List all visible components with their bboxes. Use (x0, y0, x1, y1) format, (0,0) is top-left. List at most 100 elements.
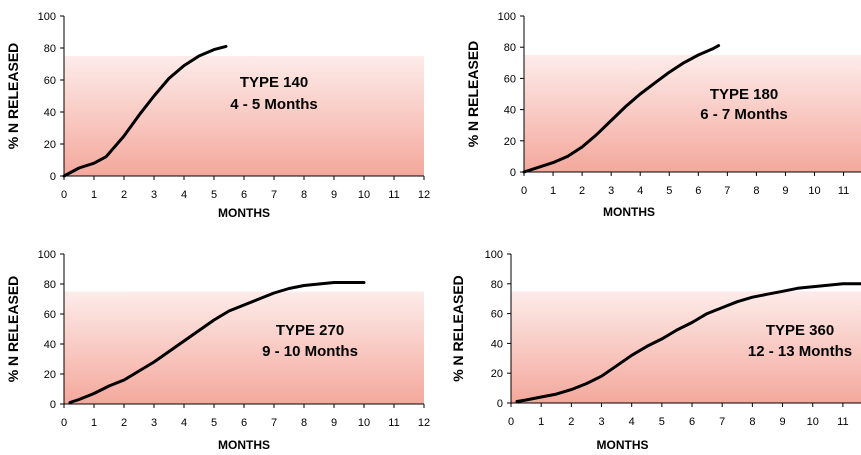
x-tick-label: 6 (689, 416, 695, 428)
y-tick-label: 0 (50, 171, 56, 183)
chart-svg: 0 20 40 60 80 100 0 1 2 3 4 5 6 7 8 9 10 11 MONTHS % N RELE… (450, 249, 861, 452)
x-axis-title: MONTHS (218, 206, 270, 220)
type-label: TYPE 140 (240, 74, 308, 91)
x-tick-label: 9 (331, 189, 337, 201)
x-tick-label: 12 (418, 189, 430, 201)
x-tick-label: 3 (598, 416, 604, 428)
x-tick-label: 4 (629, 416, 635, 428)
y-tick-label: 100 (38, 11, 56, 23)
x-tick-label: 11 (838, 185, 849, 197)
x-axis-title: MONTHS (603, 205, 655, 219)
plot-background-band (524, 55, 861, 172)
x-axis-title: MONTHS (597, 438, 649, 452)
x-tick-label: 10 (358, 417, 370, 429)
y-tick-label: 0 (510, 167, 516, 179)
x-tick-label: 11 (837, 416, 848, 428)
y-axis-title: % N RELEASED (465, 41, 481, 148)
x-tick-label: 1 (91, 417, 97, 429)
chart-panel-type-180: 0 20 40 60 80 100 0 1 2 3 4 5 6 7 8 9 10 11 MONTHS % N RELE… (430, 0, 861, 225)
y-tick-label: 100 (38, 249, 56, 261)
y-tick-label: 0 (497, 398, 503, 410)
x-tick-label: 1 (550, 185, 556, 197)
x-tick-label: 5 (659, 416, 665, 428)
chart-panel-type-360: 0 20 40 60 80 100 0 1 2 3 4 5 6 7 8 9 10 11 MONTHS % N RELE… (430, 228, 861, 455)
y-tick-label: 0 (50, 399, 56, 411)
x-tick-label: 2 (121, 417, 127, 429)
y-tick-label: 20 (44, 369, 56, 381)
y-tick-label: 60 (44, 309, 56, 321)
y-tick-label: 20 (44, 139, 56, 151)
plot-background-band (64, 291, 424, 404)
y-tick-label: 100 (498, 11, 516, 23)
x-tick-label: 0 (508, 416, 514, 428)
x-tick-label: 10 (807, 416, 819, 428)
y-tick-label: 40 (504, 105, 516, 117)
y-tick-label: 80 (44, 279, 56, 291)
y-tick-label: 60 (44, 75, 56, 87)
x-tick-label: 5 (211, 189, 217, 201)
x-tick-label: 0 (521, 185, 527, 197)
x-tick-label: 3 (608, 185, 614, 197)
x-tick-label: 11 (388, 189, 399, 201)
y-tick-label: 40 (44, 107, 56, 119)
x-tick-label: 8 (301, 189, 307, 201)
x-tick-label: 8 (301, 417, 307, 429)
x-tick-label: 7 (719, 416, 725, 428)
release-curve-line (68, 281, 366, 404)
x-tick-label: 5 (211, 417, 217, 429)
release-curve-line (62, 44, 228, 178)
x-tick-label: 10 (808, 185, 820, 197)
x-tick-label: 6 (695, 185, 701, 197)
x-tick-label: 11 (388, 417, 399, 429)
y-axis-title: % N RELEASED (5, 276, 21, 383)
x-tick-label: 5 (666, 185, 672, 197)
x-tick-label: 0 (61, 189, 67, 201)
x-tick-label: 6 (241, 189, 247, 201)
release-curve-line (522, 44, 721, 174)
x-tick-label: 7 (271, 189, 277, 201)
y-axis-title: % N RELEASED (5, 43, 21, 150)
duration-label: 4 - 5 Months (230, 96, 318, 113)
duration-label: 6 - 7 Months (700, 106, 788, 123)
type-label: TYPE 180 (710, 86, 778, 103)
chart-panel-type-140: 0 20 40 60 80 100 0 1 2 3 4 5 6 7 8 9 10 11 12 MONTHS% N RE… (0, 0, 430, 225)
y-tick-label: 60 (491, 309, 503, 321)
y-tick-label: 80 (504, 42, 516, 54)
y-tick-label: 100 (485, 249, 503, 261)
type-label: TYPE 360 (766, 322, 834, 339)
plot-background-band (64, 56, 424, 176)
plot-background-band (511, 291, 861, 403)
x-tick-label: 2 (568, 416, 574, 428)
x-tick-label: 2 (121, 189, 127, 201)
y-tick-label: 20 (491, 368, 503, 380)
x-tick-label: 9 (779, 416, 785, 428)
x-tick-label: 0 (61, 417, 67, 429)
x-tick-label: 4 (181, 189, 187, 201)
chart-panel-type-270: 0 20 40 60 80 100 0 1 2 3 4 5 6 7 8 9 10 11 12 MONTHS% N RE… (0, 228, 430, 455)
x-tick-label: 9 (331, 417, 337, 429)
y-tick-label: 80 (44, 43, 56, 55)
x-tick-label: 1 (538, 416, 544, 428)
x-tick-label: 7 (271, 417, 277, 429)
chart-svg: 0 20 40 60 80 100 0 1 2 3 4 5 6 7 8 9 10 11 MONTHS % N RELE… (465, 11, 861, 219)
x-tick-label: 1 (91, 189, 97, 201)
x-tick-label: 3 (151, 189, 157, 201)
x-tick-label: 2 (579, 185, 585, 197)
release-curve-line (515, 282, 861, 403)
x-tick-label: 8 (749, 416, 755, 428)
x-axis-title: MONTHS (218, 438, 270, 452)
duration-label: 12 - 13 Months (748, 343, 852, 360)
x-tick-label: 3 (151, 417, 157, 429)
type-label: TYPE 270 (276, 322, 344, 339)
y-tick-label: 80 (491, 279, 503, 291)
y-tick-label: 60 (504, 73, 516, 85)
x-tick-label: 4 (637, 185, 643, 197)
x-tick-label: 8 (753, 185, 759, 197)
y-axis-title: % N RELEASED (450, 275, 466, 382)
x-tick-label: 6 (241, 417, 247, 429)
y-tick-label: 20 (504, 136, 516, 148)
x-tick-label: 7 (724, 185, 730, 197)
x-tick-label: 4 (181, 417, 187, 429)
